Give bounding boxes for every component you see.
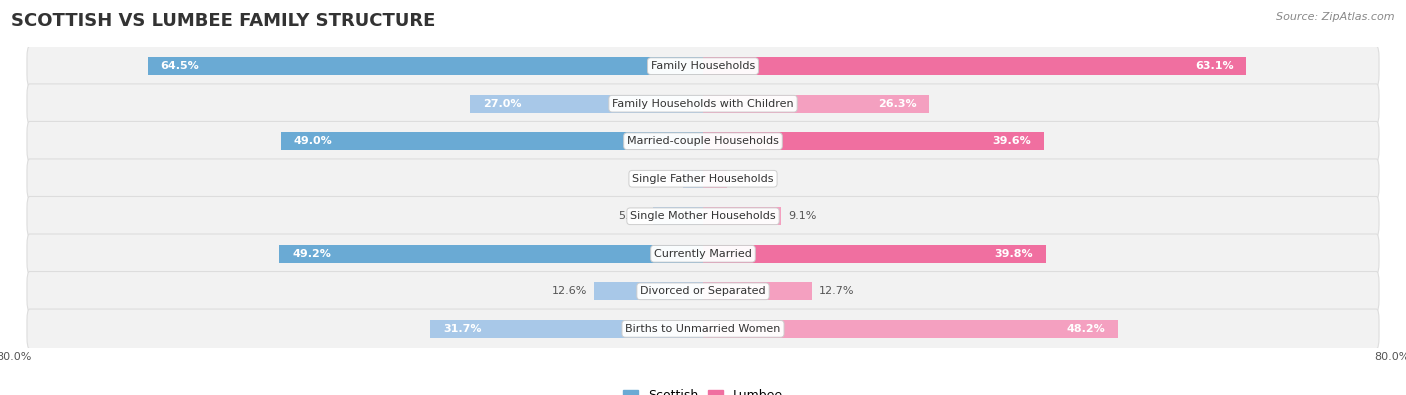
Text: Currently Married: Currently Married <box>654 249 752 259</box>
Bar <box>703 320 1118 338</box>
Text: 12.6%: 12.6% <box>553 286 588 296</box>
Bar <box>703 95 929 113</box>
Bar <box>595 282 703 300</box>
Text: 9.1%: 9.1% <box>789 211 817 221</box>
Bar <box>471 95 703 113</box>
Bar <box>703 170 727 188</box>
FancyBboxPatch shape <box>27 309 1379 349</box>
Text: Divorced or Separated: Divorced or Separated <box>640 286 766 296</box>
Text: 2.3%: 2.3% <box>648 174 676 184</box>
Bar <box>430 320 703 338</box>
Text: 63.1%: 63.1% <box>1195 61 1233 71</box>
Bar <box>652 207 703 225</box>
FancyBboxPatch shape <box>27 121 1379 161</box>
Text: 49.0%: 49.0% <box>294 136 333 146</box>
Text: 48.2%: 48.2% <box>1066 324 1105 334</box>
Text: Births to Unmarried Women: Births to Unmarried Women <box>626 324 780 334</box>
Text: Single Mother Households: Single Mother Households <box>630 211 776 221</box>
Text: 64.5%: 64.5% <box>160 61 200 71</box>
Legend: Scottish, Lumbee: Scottish, Lumbee <box>617 384 789 395</box>
Bar <box>148 57 703 75</box>
Text: 31.7%: 31.7% <box>443 324 481 334</box>
Bar <box>703 57 1246 75</box>
Text: 2.8%: 2.8% <box>734 174 762 184</box>
Bar <box>280 245 703 263</box>
FancyBboxPatch shape <box>27 84 1379 124</box>
FancyBboxPatch shape <box>27 159 1379 199</box>
Text: 26.3%: 26.3% <box>877 99 917 109</box>
Bar <box>281 132 703 150</box>
Text: 5.8%: 5.8% <box>617 211 647 221</box>
Text: 39.8%: 39.8% <box>994 249 1033 259</box>
Text: Family Households: Family Households <box>651 61 755 71</box>
Text: 49.2%: 49.2% <box>292 249 330 259</box>
Bar <box>703 132 1045 150</box>
Text: Family Households with Children: Family Households with Children <box>612 99 794 109</box>
FancyBboxPatch shape <box>27 271 1379 311</box>
Bar <box>683 170 703 188</box>
Text: 39.6%: 39.6% <box>993 136 1031 146</box>
FancyBboxPatch shape <box>27 234 1379 274</box>
Text: SCOTTISH VS LUMBEE FAMILY STRUCTURE: SCOTTISH VS LUMBEE FAMILY STRUCTURE <box>11 12 436 30</box>
Text: 12.7%: 12.7% <box>820 286 855 296</box>
FancyBboxPatch shape <box>27 46 1379 86</box>
Text: Married-couple Households: Married-couple Households <box>627 136 779 146</box>
Bar <box>703 207 782 225</box>
Bar <box>703 245 1046 263</box>
Text: Single Father Households: Single Father Households <box>633 174 773 184</box>
FancyBboxPatch shape <box>27 196 1379 236</box>
Text: Source: ZipAtlas.com: Source: ZipAtlas.com <box>1277 12 1395 22</box>
Bar <box>703 282 813 300</box>
Text: 27.0%: 27.0% <box>484 99 522 109</box>
